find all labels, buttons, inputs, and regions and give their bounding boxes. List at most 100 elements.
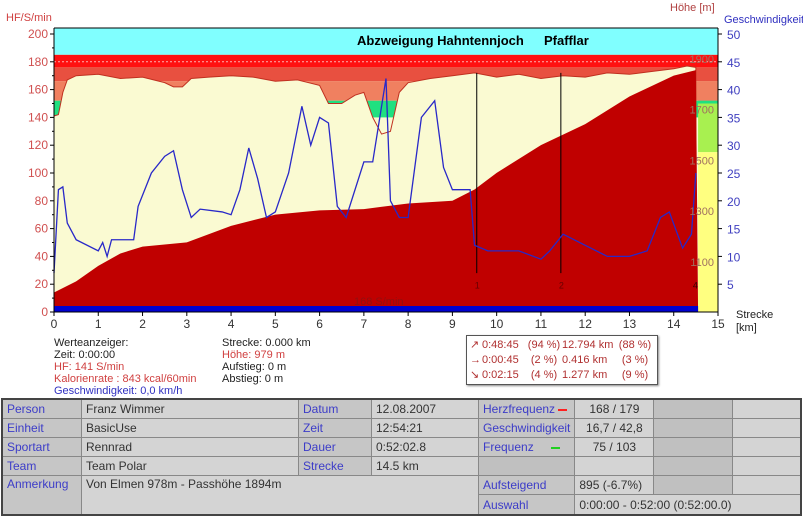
altitude-tick-label: 1100 [690, 257, 714, 269]
speed-label: Geschwindigkeit [477, 418, 576, 438]
slope-stat-time-pct: (2 %) [530, 354, 558, 366]
y-tick-label: 40 [35, 249, 49, 263]
altitude-tick-label: 1700 [690, 105, 714, 117]
x-axis-unit: [km] [736, 322, 757, 334]
speed-tick-label: 25 [727, 167, 741, 181]
end-marker: 4 [693, 280, 698, 290]
y-tick-label: 200 [28, 27, 48, 41]
date-label: Datum [298, 398, 372, 419]
cadence-value: 75 / 103 [574, 437, 655, 457]
x-axis-label: Strecke [736, 309, 774, 321]
speed-tick-label: 10 [727, 250, 741, 264]
x-tick-label: 14 [667, 317, 681, 330]
person-value[interactable]: Franz Wimmer [81, 398, 299, 419]
x-tick-label: 13 [623, 317, 637, 330]
value-calories: Kalorienrate : 843 kcal/60min [54, 373, 197, 385]
value-distance: Strecke: 0.000 km [222, 337, 311, 349]
slope-stat-row: ↘ 0:02:15 (4 %) 1.277 km (9 %) [470, 368, 654, 383]
hr-limit-bar [54, 306, 699, 312]
selection-value: 0:00:00 - 0:52:00 (0:52:00.0) [574, 494, 802, 516]
x-tick-label: 15 [711, 317, 725, 330]
y-tick-label: 100 [28, 166, 48, 180]
speed-tick-label: 40 [727, 84, 741, 98]
y-tick-label: 0 [41, 305, 48, 319]
sport-value[interactable]: Rennrad [81, 437, 299, 457]
date-value: 12.08.2007 [371, 398, 479, 419]
speed-tick-label: 15 [727, 223, 741, 237]
zone-strip [698, 103, 718, 153]
slope-stat-dist-pct: (9 %) [621, 369, 649, 381]
y-tick-label: 20 [35, 277, 49, 291]
x-tick-label: 4 [228, 317, 235, 330]
y-tick-label: 60 [35, 222, 49, 236]
slope-stat-time-pct: (94 %) [527, 339, 561, 351]
person-label: Person [1, 398, 82, 419]
y-tick-label: 80 [35, 194, 49, 208]
x-tick-label: 6 [316, 317, 323, 330]
speed-tick-label: 45 [727, 56, 741, 70]
x-tick-label: 1 [95, 317, 102, 330]
top-band [54, 28, 718, 34]
hr-zone-band [54, 54, 718, 68]
team-value[interactable]: Team Polar [81, 456, 299, 476]
session-info-table: Person Franz Wimmer Datum 12.08.2007 Her… [1, 398, 802, 516]
value-display-title: Werteanzeiger: [54, 337, 129, 349]
value-descent: Abstieg: 0 m [222, 373, 284, 385]
x-tick-label: 2 [139, 317, 146, 330]
slope-stat-time: 0:02:15 [482, 369, 519, 381]
speed-line [53, 78, 697, 274]
value-time: Zeit: 0:00:00 [54, 349, 116, 361]
speed-tick-label: 5 [727, 278, 734, 292]
hr-value: 168 / 179 [574, 398, 655, 419]
x-tick-label: 5 [272, 317, 279, 330]
x-tick-label: 11 [535, 317, 548, 330]
altitude-axis-label: Höhe [m] [670, 2, 715, 14]
selection-label: Auswahl [477, 494, 576, 516]
sport-label: Sportart [1, 437, 82, 457]
hr-color-swatch [558, 408, 568, 411]
slope-stat-dist: 12.794 km [562, 339, 614, 351]
slope-stat-row: ↗ 0:48:45 (94 %) 12.794 km (88 %) [470, 338, 654, 353]
x-tick-label: 0 [51, 317, 58, 330]
team-label: Team [1, 456, 82, 476]
y-tick-label: 160 [28, 83, 48, 97]
x-tick-label: 12 [579, 317, 593, 330]
slope-stat-row: →0:00:45 (2 %) 0.416 km (3 %) [470, 353, 654, 368]
speed-tick-label: 30 [727, 139, 741, 153]
slope-stat-dist: 0.416 km [562, 354, 608, 366]
slope-stat-dist-pct: (3 %) [621, 354, 649, 366]
duration-value: 0:52:02.8 [371, 437, 479, 457]
value-display-panel: Werteanzeiger: Zeit: 0:00:00 HF: 141 S/m… [54, 337, 196, 397]
slope-stat-time: 0:48:45 [482, 339, 519, 351]
unit-label: Einheit [1, 418, 82, 438]
cadence-label: Frequenz [483, 440, 534, 454]
speed-tick-label: 35 [727, 111, 741, 125]
speed-tick-label: 20 [727, 195, 741, 209]
slope-stat-icon: ↗ [470, 339, 480, 351]
slope-stat-dist: 1.277 km [562, 369, 608, 381]
altitude-tick-label: 1500 [690, 155, 714, 167]
x-tick-label: 7 [361, 317, 368, 330]
cadence-color-swatch [551, 446, 561, 449]
note-value[interactable]: Von Elmen 978m - Passhöhe 1894m [81, 475, 479, 516]
distance-label: Strecke [298, 456, 372, 476]
slope-stat-time: 0:00:45 [482, 354, 519, 366]
speed-value: 16,7 / 42,8 [574, 418, 655, 438]
ascent-label: Aufsteigend [477, 474, 576, 496]
altitude-tick-label: 1300 [690, 206, 714, 218]
y-tick-label: 180 [28, 55, 48, 69]
slope-stat-dist-pct: (88 %) [618, 339, 652, 351]
ascent-value: 895 (-6.7%) [574, 474, 655, 496]
y-tick-label: 140 [28, 110, 48, 124]
zone-strip [698, 100, 718, 104]
altitude-area [54, 70, 699, 313]
slope-stat-time-pct: (4 %) [530, 369, 558, 381]
zone-strip [698, 152, 718, 312]
value-speed: Geschwindigkeit: 0,0 km/h [54, 385, 183, 397]
left-axis-label: HF/S/min [6, 12, 52, 24]
unit-value[interactable]: BasicUse [81, 418, 299, 438]
time-label: Zeit [298, 418, 372, 438]
zone-strip [698, 81, 718, 101]
x-tick-label: 8 [405, 317, 412, 330]
